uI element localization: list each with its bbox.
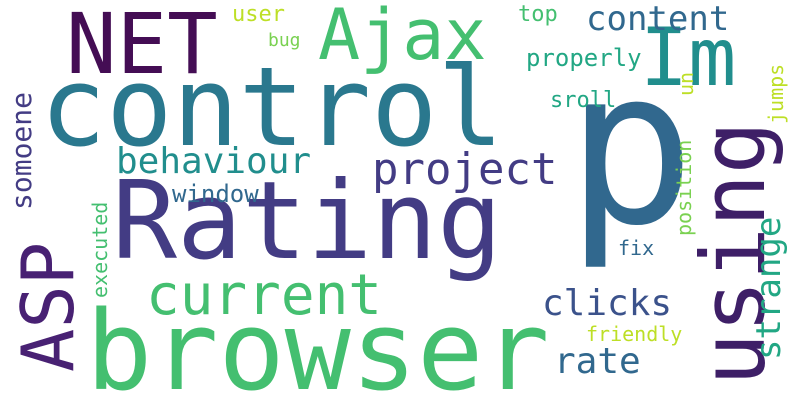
word-fix: fix — [618, 236, 655, 260]
word-un: un — [674, 71, 698, 96]
word-sroll: sroll — [550, 88, 617, 113]
word-executed: executed — [88, 201, 112, 298]
word-p: p — [566, 22, 696, 273]
word-window: window — [172, 180, 259, 208]
word-bug: bug — [268, 30, 301, 51]
word-content: content — [586, 0, 730, 39]
word-rating: Rating — [112, 159, 503, 284]
word-asp: ASP — [6, 241, 90, 372]
word-rate: rate — [554, 341, 641, 382]
word-behaviour: behaviour — [116, 141, 312, 182]
word-im: Im — [640, 11, 737, 104]
word-somoene: somoene — [5, 91, 38, 210]
word-current: current — [146, 263, 383, 328]
word-friendly: friendly — [586, 322, 683, 346]
word-project: project — [372, 144, 558, 195]
word-net: NET — [66, 0, 218, 93]
word-user: user — [232, 2, 285, 27]
word-position: position — [672, 139, 696, 236]
word-top: top — [518, 2, 558, 27]
word-ajax: Ajax — [318, 0, 487, 76]
word-browser: browser — [86, 287, 550, 400]
word-clicks: clicks — [542, 283, 673, 324]
word-jumps: jumps — [764, 63, 788, 124]
word-control: control — [40, 43, 504, 171]
word-properly: properly — [526, 44, 642, 72]
word-strange: strange — [749, 216, 789, 360]
